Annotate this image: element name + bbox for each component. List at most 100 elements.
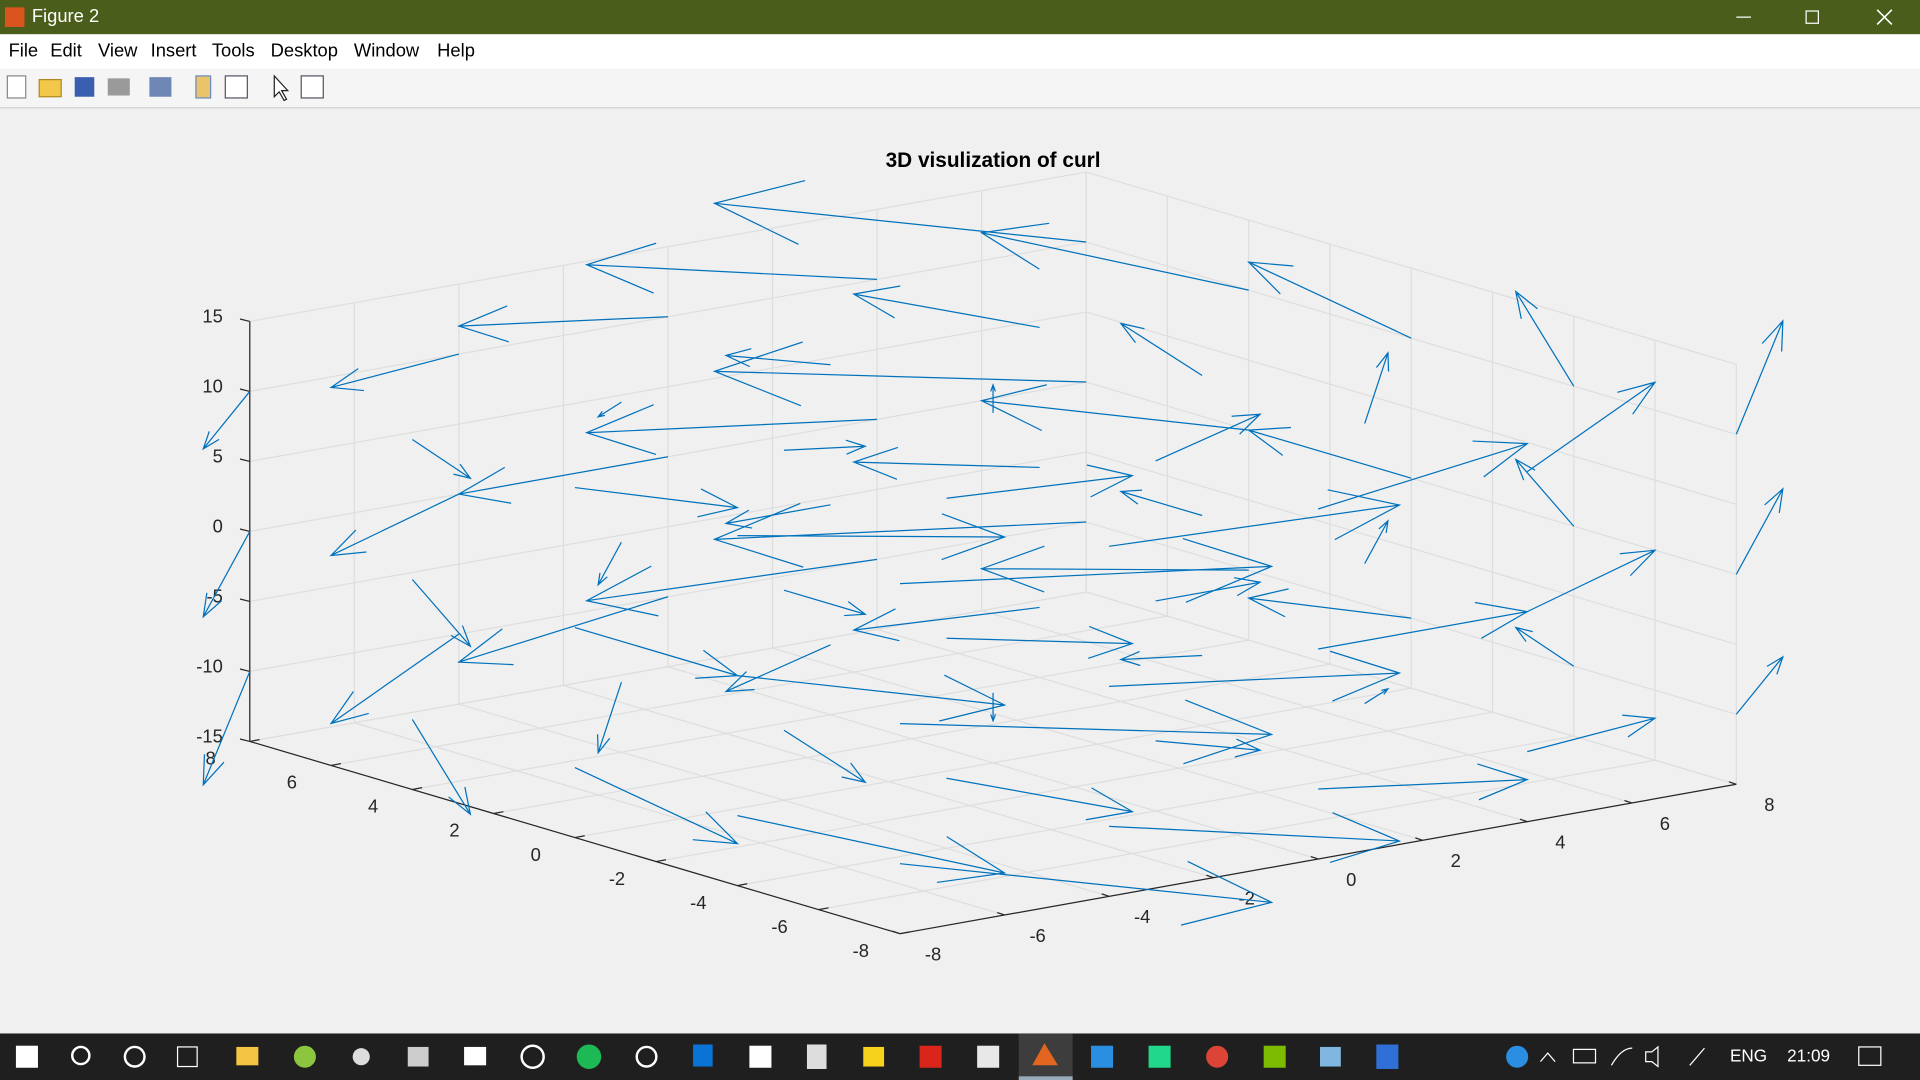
cortana[interactable]	[123, 1045, 146, 1068]
arrow	[737, 815, 1007, 884]
menu-item[interactable]: Desktop	[271, 39, 338, 60]
y-tick-mark	[574, 835, 585, 839]
arrow	[412, 438, 472, 480]
y-tick-label: 4	[368, 796, 378, 817]
grid-line	[249, 451, 1087, 603]
settings[interactable]	[352, 1048, 370, 1066]
arrow	[1364, 351, 1390, 424]
app-shield[interactable]	[1376, 1044, 1399, 1069]
clock[interactable]: 21:09	[1787, 1045, 1830, 1065]
x-tick-label: -4	[1134, 906, 1150, 927]
menu-items: File Edit View Insert Tools Desktop Window Help	[9, 39, 475, 60]
colorbar-icon[interactable]	[195, 75, 212, 99]
arrow	[990, 383, 997, 413]
calculator[interactable]	[806, 1044, 827, 1069]
z-tick-mark	[239, 738, 250, 743]
menu-item[interactable]: View	[98, 39, 138, 60]
pen[interactable]	[1689, 1047, 1705, 1066]
arrow	[1318, 763, 1530, 801]
browser-icon[interactable]	[300, 75, 324, 99]
notifications[interactable]	[1858, 1046, 1882, 1066]
pycharm[interactable]	[1148, 1045, 1171, 1068]
arrow	[946, 777, 1135, 821]
taskbar-icons: ENG 21:09	[15, 1033, 1882, 1080]
open-icon[interactable]	[38, 78, 62, 98]
link-icon[interactable]	[149, 77, 172, 97]
arrow	[329, 353, 460, 392]
close[interactable]	[1876, 9, 1893, 26]
vscode[interactable]	[1091, 1045, 1114, 1068]
app-icon-2[interactable]	[293, 1045, 316, 1068]
sticky-notes[interactable]	[863, 1046, 885, 1067]
explorer[interactable]	[236, 1046, 259, 1066]
groove[interactable]	[520, 1044, 545, 1069]
arrow	[596, 681, 623, 755]
x-tick-mark	[1206, 874, 1214, 879]
x-tick-label: -6	[1029, 925, 1045, 946]
matlab	[1032, 1043, 1058, 1066]
print-icon[interactable]	[107, 78, 130, 96]
tray-expand[interactable]	[1539, 1052, 1556, 1063]
z-tick-mark	[239, 388, 250, 393]
grid-line	[737, 735, 1574, 887]
menu-item[interactable]: Tools	[212, 39, 255, 60]
menu-item[interactable]: File	[9, 39, 39, 60]
arrow	[457, 596, 669, 666]
arrow	[712, 179, 1087, 245]
arrow	[1119, 322, 1203, 377]
y-tick-mark	[493, 811, 504, 815]
chrome[interactable]	[1206, 1045, 1229, 1068]
battery[interactable]	[1572, 1048, 1597, 1064]
menu-item[interactable]: Window	[354, 39, 420, 60]
search[interactable]	[71, 1045, 91, 1066]
restore[interactable]	[1805, 10, 1819, 24]
arrow	[202, 531, 251, 619]
help-tray[interactable]	[1506, 1045, 1529, 1068]
grid-line	[1085, 311, 1737, 505]
store[interactable]	[407, 1046, 429, 1067]
app-n[interactable]	[749, 1045, 772, 1068]
arrow	[329, 633, 460, 725]
legend-icon[interactable]	[224, 75, 248, 99]
toolbar	[0, 68, 1920, 108]
language[interactable]: ENG	[1730, 1045, 1767, 1065]
arrow	[1514, 458, 1575, 527]
arrow	[724, 644, 831, 693]
pointer-icon[interactable]	[273, 74, 290, 102]
spotify[interactable]	[576, 1044, 602, 1069]
arrow	[1364, 519, 1389, 564]
menu-item[interactable]: Edit	[50, 39, 82, 60]
x-tick-label: 4	[1555, 832, 1565, 853]
start-button[interactable]	[15, 1045, 38, 1068]
task-view[interactable]	[176, 1046, 198, 1068]
arrow	[899, 538, 1274, 603]
arrow	[596, 401, 622, 418]
arrow	[1526, 549, 1657, 613]
clock-app[interactable]	[635, 1045, 658, 1068]
reader[interactable]	[977, 1045, 1000, 1068]
y-tick-label: -4	[690, 892, 706, 913]
app-paper[interactable]	[1320, 1046, 1341, 1067]
arrow	[783, 439, 868, 455]
arrow	[1155, 738, 1262, 758]
menu-item[interactable]: Help	[437, 39, 475, 60]
office[interactable]	[1263, 1045, 1286, 1068]
y-tick-label: 6	[287, 772, 297, 793]
wifi[interactable]	[1610, 1047, 1633, 1066]
arrow	[1735, 655, 1784, 715]
volume[interactable]	[1645, 1045, 1659, 1068]
menu-item[interactable]: Insert	[151, 39, 197, 60]
video[interactable]	[464, 1046, 487, 1066]
acrobat[interactable]	[919, 1045, 942, 1068]
arrow	[852, 285, 1040, 329]
grid-line	[818, 759, 1656, 911]
edge[interactable]	[693, 1044, 713, 1067]
save-icon[interactable]	[74, 77, 95, 97]
new-icon[interactable]	[6, 75, 27, 99]
y-tick-mark	[737, 883, 748, 887]
z-tick-mark	[239, 528, 250, 533]
arrow	[1108, 489, 1402, 547]
